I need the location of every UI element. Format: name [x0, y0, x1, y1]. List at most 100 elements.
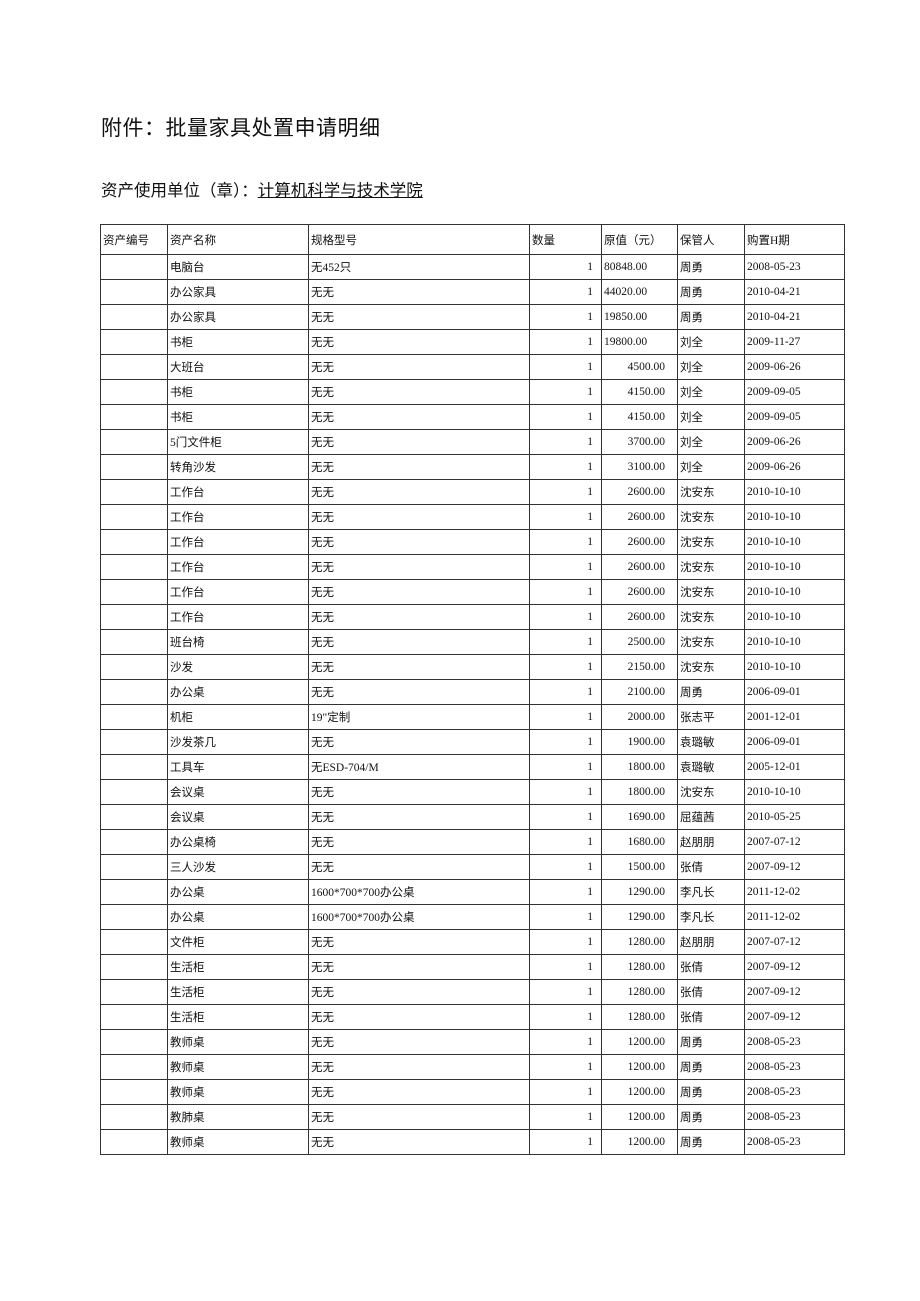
cell-custodian: 张倩 — [677, 1004, 745, 1030]
cell-custodian: 刘全 — [677, 404, 745, 430]
cell-purchase-date: 2006-09-01 — [744, 729, 845, 755]
cell-spec: 无无 — [308, 1054, 530, 1080]
cell-custodian: 赵朋朋 — [677, 829, 745, 855]
cell-original-value: 1800.00 — [601, 779, 678, 805]
cell-spec: 无无 — [308, 554, 530, 580]
cell-original-value: 1200.00 — [601, 1029, 678, 1055]
cell-asset-id — [100, 379, 168, 405]
cell-quantity: 1 — [529, 404, 602, 430]
cell-purchase-date: 2010-10-10 — [744, 479, 845, 505]
cell-purchase-date: 2007-09-12 — [744, 954, 845, 980]
cell-custodian: 张倩 — [677, 854, 745, 880]
cell-asset-name: 工具车 — [167, 754, 309, 780]
table-row: 三人沙发 无无 1 1500.00 张倩 2007-09-12 — [100, 854, 845, 880]
cell-asset-id — [100, 1104, 168, 1130]
cell-asset-id — [100, 904, 168, 930]
cell-asset-id — [100, 854, 168, 880]
cell-purchase-date: 2007-07-12 — [744, 829, 845, 855]
cell-purchase-date: 2008-05-23 — [744, 1079, 845, 1105]
cell-custodian: 赵朋朋 — [677, 929, 745, 955]
table-row: 工作台 无无 1 2600.00 沈安东 2010-10-10 — [100, 579, 845, 605]
cell-spec: 无无 — [308, 529, 530, 555]
header-quantity: 数量 — [529, 224, 602, 255]
cell-asset-id — [100, 529, 168, 555]
cell-asset-id — [100, 454, 168, 480]
cell-spec: 无无 — [308, 579, 530, 605]
cell-asset-name: 书柜 — [167, 329, 309, 355]
cell-purchase-date: 2010-10-10 — [744, 779, 845, 805]
cell-quantity: 1 — [529, 429, 602, 455]
cell-spec: 无无 — [308, 654, 530, 680]
cell-asset-name: 教肺桌 — [167, 1104, 309, 1130]
cell-asset-id — [100, 429, 168, 455]
cell-spec: 无无 — [308, 429, 530, 455]
unit-name: 计算机科学与技术学院 — [257, 181, 423, 200]
cell-asset-id — [100, 704, 168, 730]
table-row: 转角沙发 无无 1 3100.00 刘全 2009-06-26 — [100, 454, 845, 480]
cell-purchase-date: 2009-09-05 — [744, 379, 845, 405]
cell-asset-name: 书柜 — [167, 379, 309, 405]
cell-custodian: 刘全 — [677, 454, 745, 480]
cell-custodian: 沈安东 — [677, 554, 745, 580]
unit-label: 资产使用单位（章）： — [101, 181, 258, 200]
cell-asset-name: 班台椅 — [167, 629, 309, 655]
cell-original-value: 1800.00 — [601, 754, 678, 780]
cell-original-value: 19850.00 — [601, 304, 678, 330]
cell-custodian: 李凡长 — [677, 904, 745, 930]
cell-spec: 无无 — [308, 1129, 530, 1155]
furniture-disposal-table: 资产编号 资产名称 规格型号 数量 原值（元） 保管人 购置H期 电脑台 无452… — [100, 224, 845, 1155]
cell-quantity: 1 — [529, 454, 602, 480]
cell-asset-name: 教师桌 — [167, 1029, 309, 1055]
cell-original-value: 1290.00 — [601, 879, 678, 905]
cell-spec: 1600*700*700办公桌 — [308, 879, 530, 905]
cell-original-value: 1280.00 — [601, 929, 678, 955]
cell-asset-id — [100, 354, 168, 380]
cell-quantity: 1 — [529, 629, 602, 655]
cell-custodian: 刘全 — [677, 429, 745, 455]
cell-custodian: 沈安东 — [677, 529, 745, 555]
cell-spec: 19"定制 — [308, 704, 530, 730]
cell-purchase-date: 2010-10-10 — [744, 629, 845, 655]
cell-custodian: 沈安东 — [677, 629, 745, 655]
cell-original-value: 1200.00 — [601, 1104, 678, 1130]
header-custodian: 保管人 — [677, 224, 745, 255]
cell-custodian: 周勇 — [677, 1129, 745, 1155]
cell-original-value: 3100.00 — [601, 454, 678, 480]
cell-spec: 无无 — [308, 854, 530, 880]
cell-original-value: 44020.00 — [601, 279, 678, 305]
cell-quantity: 1 — [529, 779, 602, 805]
cell-custodian: 周勇 — [677, 279, 745, 305]
cell-quantity: 1 — [529, 579, 602, 605]
header-original-value: 原值（元） — [601, 224, 678, 255]
cell-original-value: 80848.00 — [601, 254, 678, 280]
cell-custodian: 刘全 — [677, 354, 745, 380]
table-row: 教师桌 无无 1 1200.00 周勇 2008-05-23 — [100, 1054, 845, 1080]
cell-custodian: 袁璐敏 — [677, 754, 745, 780]
cell-purchase-date: 2011-12-02 — [744, 879, 845, 905]
cell-asset-name: 教师桌 — [167, 1079, 309, 1105]
cell-original-value: 4500.00 — [601, 354, 678, 380]
cell-original-value: 2100.00 — [601, 679, 678, 705]
cell-spec: 无无 — [308, 779, 530, 805]
cell-original-value: 2600.00 — [601, 579, 678, 605]
cell-quantity: 1 — [529, 604, 602, 630]
cell-original-value: 4150.00 — [601, 404, 678, 430]
cell-custodian: 屈蕴茜 — [677, 804, 745, 830]
cell-asset-name: 会议桌 — [167, 804, 309, 830]
cell-original-value: 2600.00 — [601, 504, 678, 530]
cell-original-value: 2600.00 — [601, 529, 678, 555]
cell-purchase-date: 2001-12-01 — [744, 704, 845, 730]
cell-asset-id — [100, 754, 168, 780]
cell-quantity: 1 — [529, 354, 602, 380]
table-row: 沙发 无无 1 2150.00 沈安东 2010-10-10 — [100, 654, 845, 680]
cell-asset-id — [100, 979, 168, 1005]
cell-original-value: 1900.00 — [601, 729, 678, 755]
cell-purchase-date: 2009-06-26 — [744, 429, 845, 455]
cell-custodian: 沈安东 — [677, 779, 745, 805]
table-row: 书柜 无无 1 4150.00 刘全 2009-09-05 — [100, 379, 845, 405]
cell-original-value: 1680.00 — [601, 829, 678, 855]
cell-quantity: 1 — [529, 479, 602, 505]
cell-original-value: 1200.00 — [601, 1054, 678, 1080]
cell-custodian: 周勇 — [677, 304, 745, 330]
header-purchase-date: 购置H期 — [744, 224, 845, 255]
